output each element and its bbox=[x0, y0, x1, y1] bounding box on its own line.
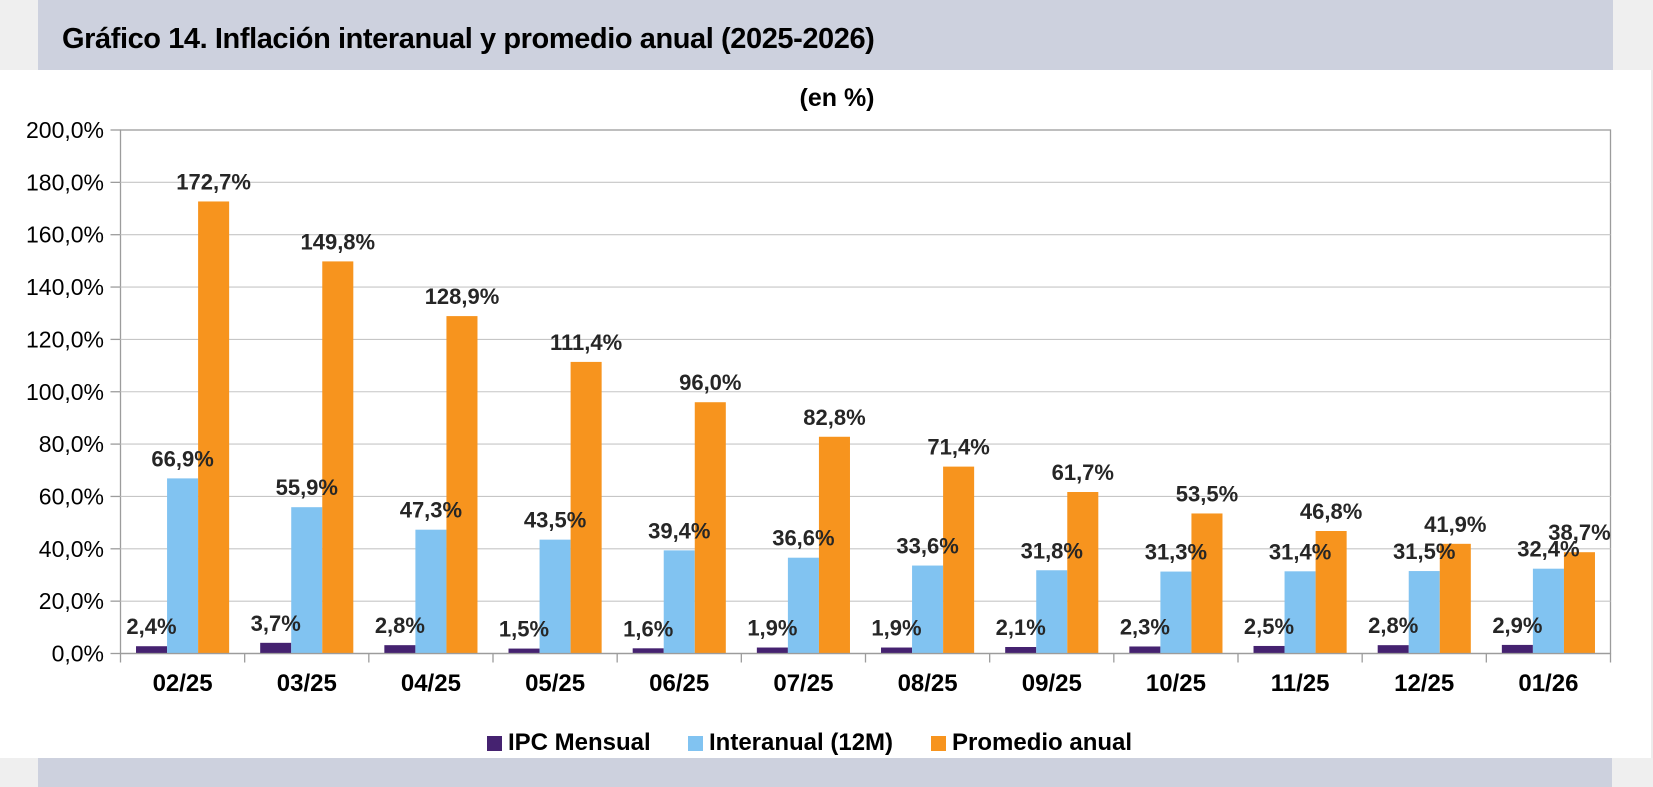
svg-text:1,5%: 1,5% bbox=[499, 617, 549, 642]
svg-text:1,6%: 1,6% bbox=[623, 616, 673, 641]
svg-text:111,4%: 111,4% bbox=[550, 330, 622, 355]
svg-text:180,0%: 180,0% bbox=[26, 169, 104, 195]
svg-text:2,4%: 2,4% bbox=[126, 614, 176, 639]
svg-text:33,6%: 33,6% bbox=[896, 534, 958, 559]
svg-text:2,8%: 2,8% bbox=[375, 613, 425, 638]
svg-text:46,8%: 46,8% bbox=[1300, 499, 1362, 524]
svg-text:01/26: 01/26 bbox=[1518, 670, 1578, 697]
svg-text:IPC Mensual: IPC Mensual bbox=[508, 729, 651, 756]
svg-text:100,0%: 100,0% bbox=[26, 379, 104, 405]
svg-text:2,8%: 2,8% bbox=[1368, 613, 1418, 638]
svg-text:10/25: 10/25 bbox=[1146, 670, 1206, 697]
svg-text:38,7%: 38,7% bbox=[1548, 520, 1610, 545]
svg-text:2,9%: 2,9% bbox=[1492, 613, 1542, 638]
svg-text:149,8%: 149,8% bbox=[300, 229, 375, 254]
svg-text:60,0%: 60,0% bbox=[39, 483, 104, 509]
svg-text:06/25: 06/25 bbox=[649, 670, 709, 697]
svg-text:03/25: 03/25 bbox=[277, 670, 337, 697]
svg-text:61,7%: 61,7% bbox=[1052, 460, 1114, 485]
svg-text:09/25: 09/25 bbox=[1022, 670, 1082, 697]
svg-text:128,9%: 128,9% bbox=[425, 284, 500, 309]
svg-text:1,9%: 1,9% bbox=[871, 616, 921, 641]
svg-text:71,4%: 71,4% bbox=[927, 435, 989, 460]
svg-text:31,8%: 31,8% bbox=[1021, 538, 1083, 563]
svg-text:31,3%: 31,3% bbox=[1145, 540, 1207, 565]
svg-text:Interanual (12M): Interanual (12M) bbox=[709, 729, 893, 756]
svg-text:140,0%: 140,0% bbox=[26, 274, 104, 300]
svg-text:05/25: 05/25 bbox=[525, 670, 585, 697]
svg-text:47,3%: 47,3% bbox=[400, 498, 462, 523]
svg-text:11/25: 11/25 bbox=[1271, 670, 1330, 697]
svg-text:2,3%: 2,3% bbox=[1120, 615, 1170, 640]
svg-text:120,0%: 120,0% bbox=[26, 326, 104, 352]
svg-text:82,8%: 82,8% bbox=[803, 405, 865, 430]
svg-text:Promedio anual: Promedio anual bbox=[952, 729, 1132, 756]
svg-text:31,5%: 31,5% bbox=[1393, 539, 1455, 564]
svg-text:36,6%: 36,6% bbox=[772, 526, 834, 551]
svg-text:40,0%: 40,0% bbox=[39, 536, 104, 562]
svg-text:53,5%: 53,5% bbox=[1176, 482, 1238, 507]
svg-text:0,0%: 0,0% bbox=[52, 641, 104, 667]
svg-text:66,9%: 66,9% bbox=[151, 446, 213, 471]
svg-text:04/25: 04/25 bbox=[401, 670, 461, 697]
svg-text:39,4%: 39,4% bbox=[648, 518, 710, 543]
svg-text:32,4%: 32,4% bbox=[1517, 537, 1579, 562]
svg-text:(en %): (en %) bbox=[800, 84, 875, 112]
svg-text:2,1%: 2,1% bbox=[996, 615, 1046, 640]
svg-text:41,9%: 41,9% bbox=[1424, 512, 1486, 537]
svg-text:172,7%: 172,7% bbox=[176, 170, 251, 195]
svg-text:08/25: 08/25 bbox=[898, 670, 958, 697]
svg-text:Gráfico 14. Inflación interanu: Gráfico 14. Inflación interanual y prome… bbox=[62, 23, 874, 55]
svg-text:96,0%: 96,0% bbox=[679, 370, 741, 395]
svg-text:2,5%: 2,5% bbox=[1244, 614, 1294, 639]
svg-text:20,0%: 20,0% bbox=[39, 588, 104, 614]
svg-text:12/25: 12/25 bbox=[1394, 670, 1454, 697]
svg-text:31,4%: 31,4% bbox=[1269, 539, 1331, 564]
svg-text:1,9%: 1,9% bbox=[747, 616, 797, 641]
svg-text:3,7%: 3,7% bbox=[251, 611, 301, 636]
svg-text:160,0%: 160,0% bbox=[26, 222, 104, 248]
svg-text:43,5%: 43,5% bbox=[524, 508, 586, 533]
svg-text:200,0%: 200,0% bbox=[26, 117, 104, 143]
svg-text:07/25: 07/25 bbox=[773, 670, 833, 697]
svg-text:80,0%: 80,0% bbox=[39, 431, 104, 457]
svg-text:02/25: 02/25 bbox=[153, 670, 213, 697]
svg-text:55,9%: 55,9% bbox=[276, 475, 338, 500]
